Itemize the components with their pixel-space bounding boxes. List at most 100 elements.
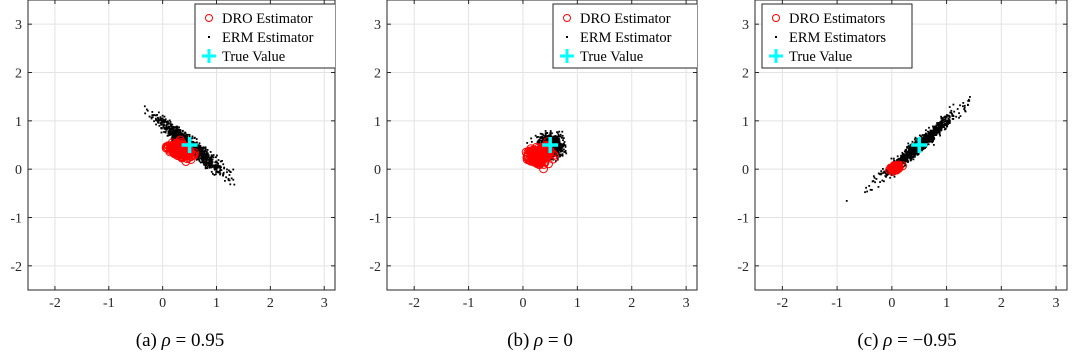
erm-point: [552, 137, 555, 140]
erm-point: [947, 120, 949, 123]
erm-point: [559, 147, 561, 150]
erm-point: [947, 114, 950, 117]
erm-point: [914, 141, 917, 143]
erm-point: [952, 118, 955, 120]
erm-point: [166, 128, 169, 130]
erm-point: [943, 126, 945, 129]
x-tick-label: 0: [159, 296, 166, 311]
erm-point: [202, 161, 205, 164]
erm-point: [924, 137, 926, 140]
erm-point: [920, 138, 922, 141]
erm-point: [150, 117, 153, 120]
erm-point: [191, 137, 193, 140]
erm-point: [197, 148, 200, 151]
erm-point: [932, 144, 935, 146]
erm-point: [955, 115, 958, 118]
dro-point: [894, 160, 904, 170]
erm-point: [215, 167, 218, 170]
erm-point: [171, 139, 174, 141]
erm-point: [903, 159, 905, 162]
erm-point: [560, 154, 563, 157]
erm-point: [869, 188, 872, 191]
erm-point: [893, 159, 895, 162]
erm-point: [565, 152, 568, 155]
erm-point: [145, 108, 148, 111]
erm-point: [203, 147, 206, 149]
erm-point: [912, 158, 915, 161]
erm-point: [230, 177, 233, 180]
x-tick-label: -1: [831, 296, 843, 311]
erm-point: [948, 118, 951, 121]
erm-point: [204, 146, 207, 149]
erm-point: [207, 156, 210, 159]
panel-caption: (b) ρ = 0: [507, 330, 573, 351]
erm-point: [199, 144, 202, 147]
erm-point: [177, 128, 180, 131]
erm-point: [544, 130, 547, 132]
erm-point: [923, 140, 925, 143]
erm-point: [550, 135, 553, 138]
erm-point: [192, 146, 195, 148]
erm-point: [563, 143, 566, 146]
erm-point: [923, 137, 925, 140]
dro-point: [173, 143, 183, 153]
erm-point: [198, 146, 201, 149]
erm-point: [183, 132, 186, 135]
erm-point: [944, 118, 946, 121]
erm-point: [217, 171, 220, 174]
erm-point: [206, 152, 209, 155]
axes-box: [386, 0, 698, 291]
erm-point: [198, 160, 201, 163]
erm-point: [213, 174, 216, 176]
erm-point: [172, 125, 175, 128]
erm-point: [562, 148, 565, 151]
legend-erm-marker: [775, 36, 777, 38]
erm-point: [877, 172, 880, 175]
erm-point: [946, 114, 948, 116]
x-tick-label: -1: [103, 296, 115, 311]
legend: DRO Estimators ERM Estimators True Value: [761, 3, 913, 69]
x-tick-label: -1: [463, 296, 475, 311]
erm-point: [937, 126, 940, 128]
erm-point: [207, 164, 210, 167]
erm-point: [881, 179, 884, 182]
legend-erm-label: ERM Estimator: [222, 30, 314, 46]
erm-point: [924, 147, 926, 150]
erm-point: [534, 134, 537, 137]
x-tick-label: 0: [519, 296, 526, 311]
erm-point: [155, 119, 157, 122]
erm-point: [939, 126, 942, 129]
erm-point: [909, 154, 912, 157]
erm-point: [912, 149, 915, 151]
legend-box: [552, 3, 697, 69]
erm-point: [208, 160, 211, 163]
erm-point: [886, 174, 888, 177]
legend-box: [194, 3, 335, 69]
erm-point: [233, 183, 236, 186]
erm-point: [211, 154, 213, 157]
erm-point: [200, 155, 203, 158]
erm-point: [202, 159, 205, 162]
erm-point: [868, 185, 871, 187]
erm-point: [549, 132, 552, 135]
legend-box: [761, 3, 913, 69]
erm-point: [942, 119, 945, 122]
erm-point: [935, 124, 938, 127]
erm-point: [927, 130, 929, 133]
erm-point: [174, 129, 177, 131]
erm-point: [200, 153, 203, 156]
erm-point: [212, 154, 215, 156]
erm-point: [552, 146, 555, 149]
erm-point: [211, 156, 214, 158]
erm-point: [870, 188, 873, 191]
legend: DRO Estimator ERM Estimator True Value: [194, 3, 335, 69]
erm-point: [209, 162, 212, 165]
erm-point: [561, 130, 564, 133]
erm-point: [208, 158, 210, 161]
erm-point: [963, 108, 966, 111]
erm-point: [222, 163, 225, 166]
erm-point: [165, 124, 168, 127]
erm-point: [558, 130, 561, 133]
erm-point: [163, 126, 166, 129]
